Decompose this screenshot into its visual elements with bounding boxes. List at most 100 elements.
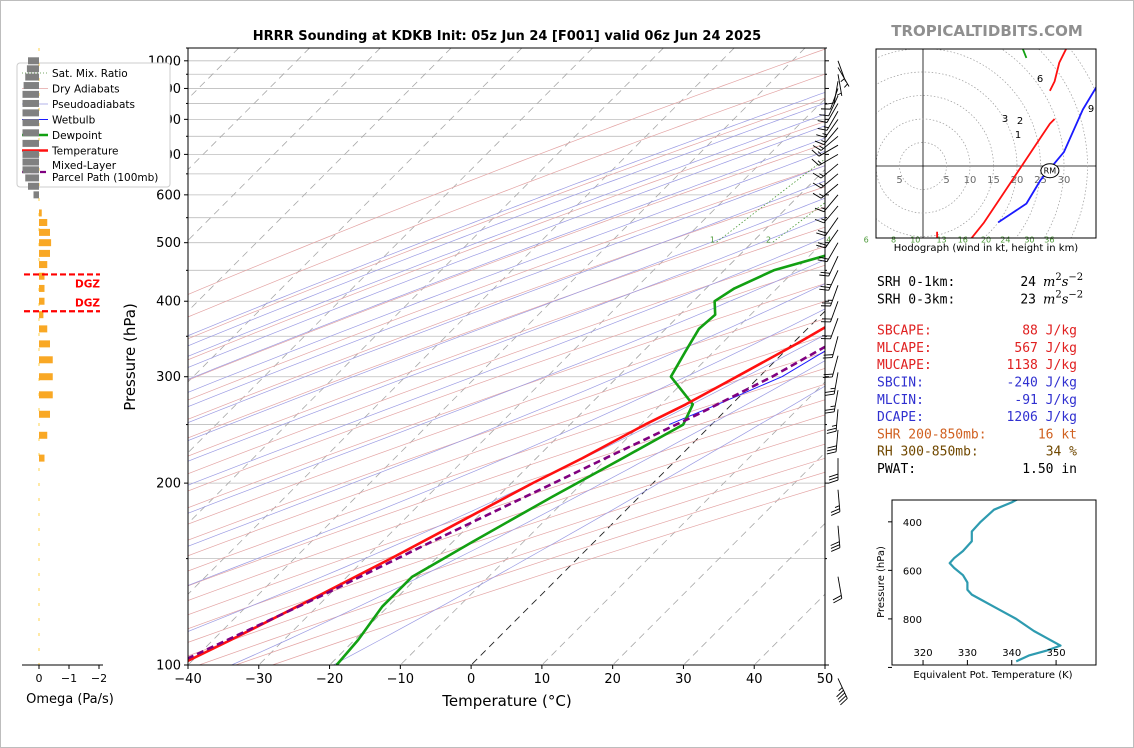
wind-barb-flag	[816, 134, 826, 138]
omega-bar	[28, 182, 39, 190]
wind-barb	[817, 103, 839, 123]
legend-label: Dewpoint	[52, 130, 102, 142]
omega-tick-label: 0	[36, 672, 43, 685]
parameter-label: RH 300-850mb:	[877, 445, 979, 460]
skewt-background-lines	[188, 48, 1134, 665]
isotherm-line	[188, 48, 806, 665]
omega-bar	[33, 191, 39, 199]
skewt-profiles	[188, 254, 825, 665]
wind-barb	[819, 270, 839, 291]
wind-barb-shaft	[826, 103, 839, 123]
wind-barb-flag	[837, 692, 846, 700]
dry-adiabat-line	[188, 121, 825, 361]
hodograph-ring	[876, 49, 1041, 238]
wind-barb	[822, 355, 839, 378]
legend-label: Wetbulb	[52, 115, 96, 127]
wind-barb-shaft	[820, 173, 839, 189]
wind-barb-flag	[828, 473, 839, 478]
wind-barb-flag	[838, 695, 847, 703]
wind-barb-shaft	[818, 154, 839, 166]
legend: Sat. Mix. Ratio Dry Adiabats Pseudoadiabat…	[16, 62, 171, 188]
hodograph-ring-label: 20	[1011, 175, 1024, 186]
dry-adiabat-line	[188, 206, 825, 439]
dgz-label: DGZ	[75, 278, 100, 290]
dry-adiabat-line	[188, 351, 825, 572]
y-tick-label: 600	[156, 188, 181, 203]
omega-bar	[39, 272, 45, 280]
theta-e-x-tick-label: 320	[913, 648, 932, 659]
mixing-ratio-label: 4	[826, 235, 831, 244]
dry-adiabat-line	[188, 264, 825, 492]
parameter-table: SRH 0-1km: 24 m2s−2 SRH 0-3km: 23 m2s−2 SBCAPE…	[877, 272, 1083, 477]
omega-bar	[39, 261, 48, 269]
wind-barb	[816, 119, 839, 138]
pseudoadiabat-line	[188, 308, 825, 586]
wind-barb-half-flag	[844, 83, 848, 88]
omega-bar	[25, 174, 39, 182]
mixing-ratio-line	[967, 48, 1134, 243]
wind-barb-flag	[823, 354, 834, 356]
wind-barb-shaft	[818, 144, 839, 157]
pseudoadiabat-line	[333, 385, 825, 665]
x-tick-label: 50	[817, 672, 834, 687]
isotherm-line	[188, 48, 310, 171]
dry-adiabat-line	[188, 97, 825, 340]
wind-barb-flag	[828, 476, 839, 481]
dry-adiabat-line	[188, 143, 825, 381]
skewt-axes-frame	[187, 47, 826, 666]
wind-barb	[820, 318, 839, 340]
wind-barb	[811, 144, 839, 157]
mixing-ratio-line	[1033, 48, 1134, 243]
y-tick-label: 200	[156, 477, 181, 492]
isotherm-line	[188, 48, 381, 241]
wind-barb-half-flag	[817, 160, 822, 165]
theta-e-trace	[948, 500, 1062, 663]
wind-barb	[824, 81, 839, 105]
hodograph-ring-label: 15	[987, 175, 1000, 186]
hodograph-ring	[876, 95, 994, 237]
pseudoadiabat-line	[188, 236, 825, 486]
wind-barb	[822, 336, 839, 359]
omega-xlabel: Omega (Pa/s)	[26, 692, 114, 707]
wind-barb-flag	[833, 597, 843, 604]
theta-e-x-tick-label: 330	[958, 648, 977, 659]
hodograph-height-label: 9	[1088, 104, 1094, 115]
wind-barb	[812, 173, 839, 189]
parameter-value: 16 kt	[1038, 427, 1077, 442]
hodograph-ring	[876, 71, 1018, 238]
wind-barb-shaft	[830, 285, 839, 307]
wind-barb	[816, 229, 839, 249]
wind-barbs	[811, 60, 850, 706]
wind-barb-flag	[816, 232, 826, 237]
hodograph-height-label: 2	[1017, 116, 1023, 127]
isotherm-line	[258, 98, 825, 665]
hodograph-segment	[1049, 49, 1068, 92]
theta-e-y-tick-label: 800	[903, 615, 922, 626]
parameter-label: MLCIN:	[877, 393, 924, 408]
dry-adiabat-line	[188, 246, 825, 475]
temperature-trace	[188, 325, 825, 663]
wind-barb-shaft	[835, 409, 839, 432]
wind-barb	[817, 242, 839, 263]
legend-label: Temperature	[51, 146, 119, 158]
pseudoadiabat-line	[188, 334, 825, 632]
wind-barb-flag	[817, 259, 828, 263]
parameter-label: SHR 200-850mb:	[877, 427, 987, 442]
wind-barb-flag	[820, 271, 831, 274]
x-tick-label: 20	[604, 672, 621, 687]
omega-bar	[22, 90, 39, 98]
mixing-ratio-label: 8	[891, 235, 896, 244]
omega-bar	[25, 73, 39, 81]
wind-barb-shaft	[828, 95, 839, 116]
wind-barb-flag	[812, 145, 822, 151]
dewpoint-trace	[335, 254, 825, 665]
wind-barb-shaft	[830, 88, 839, 110]
hodograph-ring	[1038, 49, 1088, 238]
wind-barb-flag	[817, 127, 828, 131]
x-tick-label: 0	[467, 672, 475, 687]
dry-adiabat-line	[188, 399, 825, 616]
wind-barb-shaft	[833, 372, 839, 395]
wind-barb-shaft	[831, 336, 839, 358]
isotherm-line	[188, 48, 664, 525]
